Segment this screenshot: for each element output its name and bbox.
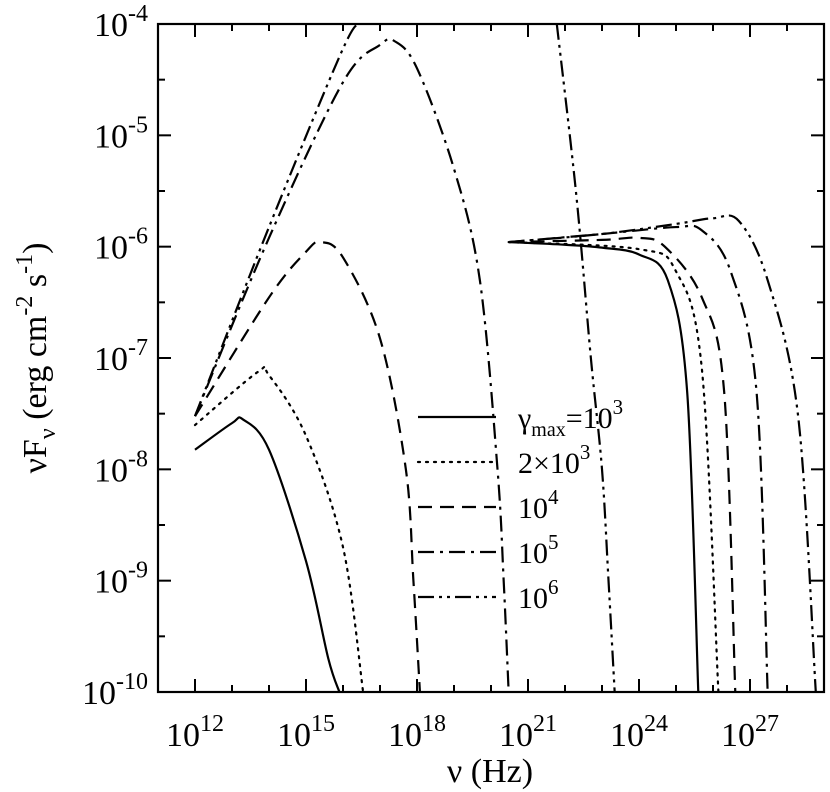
legend-label: 2×103: [518, 440, 590, 480]
x-tick-base: 10: [721, 717, 755, 754]
y-tick-exponent: -7: [128, 335, 148, 361]
y-tick-base: 10: [94, 7, 128, 44]
series-line-5: [193, 24, 362, 417]
legend-exponent: 4: [548, 485, 559, 509]
y-tick-exponent: -10: [116, 669, 148, 695]
legend-value: 2×10: [518, 447, 580, 480]
legend-value: 10: [518, 537, 548, 570]
series-line-4: [508, 224, 769, 692]
x-tick-label: 1015: [277, 711, 335, 754]
legend-value: 10: [518, 582, 548, 615]
x-tick-exponent: 15: [311, 711, 335, 737]
legend-label: 105: [518, 530, 559, 570]
legend-exponent: 6: [548, 575, 559, 599]
series-line-2: [507, 240, 720, 692]
plot-frame: [156, 22, 826, 694]
x-tick-base: 10: [499, 717, 533, 754]
y-tick-label: 10-4: [94, 1, 148, 44]
series-line-1: [508, 240, 700, 692]
x-tick-base: 10: [277, 717, 311, 754]
x-tick-exponent: 12: [200, 711, 224, 737]
series-line-5: [555, 24, 616, 692]
x-tick-label: 1027: [721, 711, 779, 754]
y-tick-label: 10-10: [82, 669, 148, 712]
series-line-4: [193, 37, 510, 692]
y-tick-base: 10: [94, 452, 128, 489]
legend-label: γmax=103: [517, 395, 623, 441]
x-tick-base: 10: [166, 717, 200, 754]
y-tick-exponent: -9: [128, 558, 148, 584]
series-line-5: [508, 214, 817, 692]
x-tick-exponent: 27: [755, 711, 779, 737]
y-axis-label: νFν (erg cm-2 s-1): [12, 243, 61, 474]
y-tick-label: 10-5: [94, 112, 148, 155]
legend-exponent: 3: [613, 395, 624, 419]
y-tick-exponent: -5: [128, 112, 148, 138]
x-tick-label: 1021: [499, 711, 557, 754]
series-group: [193, 24, 817, 692]
series-line-1: [194, 416, 341, 692]
y-tick-base: 10: [94, 118, 128, 155]
x-tick-exponent: 18: [422, 711, 446, 737]
y-tick-exponent: -4: [128, 1, 148, 27]
legend-subscript: max: [531, 419, 565, 441]
series-line-3: [194, 240, 422, 692]
y-tick-base: 10: [94, 230, 128, 267]
x-tick-exponent: 21: [533, 711, 557, 737]
x-tick-label: 1018: [388, 711, 446, 754]
x-tick-exponent: 24: [644, 711, 668, 737]
y-tick-label: 10-7: [94, 335, 148, 378]
x-tick-base: 10: [388, 717, 422, 754]
axis-ticks: [157, 23, 825, 693]
legend-label: 104: [518, 485, 559, 525]
x-axis-label: ν (Hz): [447, 753, 533, 790]
y-tick-base: 10: [82, 675, 116, 712]
legend-value: =10: [566, 402, 613, 435]
legend-label: 106: [518, 575, 559, 615]
legend-value: 10: [518, 492, 548, 525]
legend-symbol: γ: [517, 402, 531, 435]
y-tick-label: 10-8: [94, 446, 148, 489]
y-tick-exponent: -8: [128, 446, 148, 472]
x-tick-label: 1024: [610, 711, 668, 754]
x-tick-labels: 1012 1015 1018 1021 1024 1027: [166, 711, 779, 754]
legend-exponent: 5: [548, 530, 559, 554]
y-tick-base: 10: [94, 564, 128, 601]
series-line-3: [508, 236, 737, 692]
series-line-2: [193, 365, 365, 692]
x-tick-base: 10: [610, 717, 644, 754]
y-tick-label: 10-9: [94, 558, 148, 601]
y-tick-label: 10-6: [94, 224, 148, 267]
y-tick-exponent: -6: [128, 224, 148, 250]
x-tick-label: 1012: [166, 711, 224, 754]
y-tick-base: 10: [94, 341, 128, 378]
legend-exponent: 3: [580, 440, 591, 464]
